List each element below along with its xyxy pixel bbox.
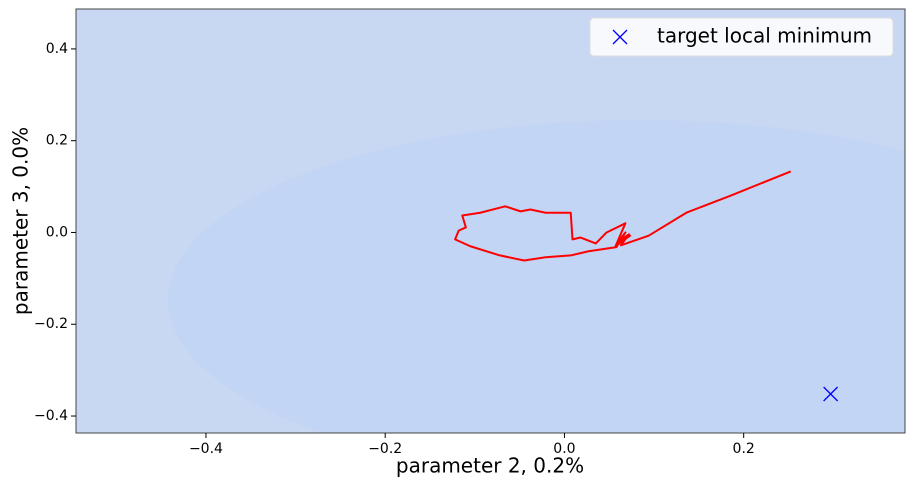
- x-tick-label: −0.2: [368, 441, 402, 457]
- legend-box: [589, 17, 894, 57]
- y-tick-label: 0.4: [46, 41, 68, 57]
- trajectory-line: [454, 170, 792, 262]
- contour-region: [168, 120, 905, 433]
- y-tick-label: −0.4: [34, 408, 68, 424]
- x-tick-label: 0.2: [733, 441, 755, 457]
- x-marker: [612, 29, 628, 45]
- legend: target local minimum: [589, 17, 894, 57]
- x-axis-label: parameter 2, 0.2%: [396, 454, 584, 478]
- plot-frame: [75, 8, 906, 434]
- y-tick-label: 0.0: [46, 224, 68, 240]
- legend-label: target local minimum: [657, 24, 872, 48]
- plot-marks: [454, 170, 839, 402]
- x-tick-label: −0.4: [189, 441, 223, 457]
- x-tick-label: 0.0: [553, 441, 575, 457]
- x-marker: [823, 386, 839, 402]
- y-axis-label: parameter 3, 0.0%: [9, 127, 33, 315]
- y-tick-label: 0.2: [46, 133, 68, 149]
- y-tick-label: −0.2: [34, 316, 68, 332]
